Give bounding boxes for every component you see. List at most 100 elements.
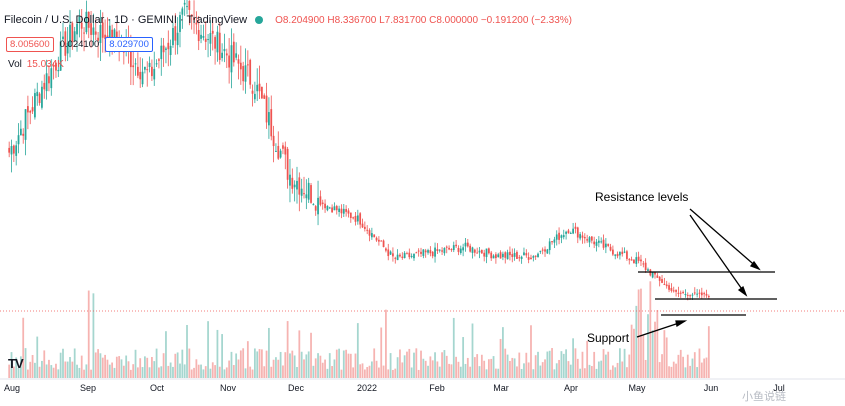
volume-bar <box>352 367 355 378</box>
volume-bar <box>181 349 184 378</box>
volume-bar <box>576 358 579 378</box>
resistance-arrowhead-1 <box>749 260 761 271</box>
volume-bar <box>347 353 350 378</box>
volume-bar <box>115 356 118 378</box>
candle-body <box>445 246 448 248</box>
volume-bar <box>614 367 617 378</box>
candle-body <box>12 145 15 154</box>
volume-bar <box>574 348 577 378</box>
candle-body <box>207 39 209 41</box>
volume-bar <box>76 364 78 378</box>
volume-bar <box>663 330 666 378</box>
volume-bar <box>92 293 95 378</box>
candle-body <box>221 52 223 59</box>
spread-value: 0.024100 <box>59 39 100 50</box>
volume-bar <box>569 364 572 378</box>
volume-bar <box>696 367 699 378</box>
volume-bar <box>619 348 621 378</box>
candle-body <box>331 207 333 213</box>
volume-bar <box>52 367 55 378</box>
volume-bar <box>314 358 317 378</box>
candle-body <box>626 251 628 259</box>
volume-bar <box>256 351 259 378</box>
candle-body <box>555 234 558 240</box>
x-tick-label: May <box>628 383 646 393</box>
volume-bar <box>370 361 373 378</box>
candle-body <box>242 66 245 82</box>
candle-body <box>630 259 633 261</box>
volume-bar <box>214 365 216 378</box>
candle-body <box>239 62 242 70</box>
volume-bar <box>97 349 99 378</box>
candle-body <box>485 248 488 258</box>
candle-body <box>590 236 593 241</box>
candle-body <box>101 22 104 38</box>
buy-button[interactable]: 8.029700 <box>105 37 153 52</box>
candle-body <box>99 24 102 44</box>
volume-bar <box>108 364 111 378</box>
candle-body <box>574 226 577 229</box>
candle-body <box>604 243 607 248</box>
volume-bar <box>434 352 436 378</box>
volume-bar <box>604 354 607 378</box>
candle-body <box>595 241 598 246</box>
volume-bar <box>270 366 273 378</box>
volume-bar <box>586 340 589 378</box>
volume-bar <box>478 366 481 378</box>
candle-body <box>59 41 62 71</box>
volume-bar <box>120 359 123 378</box>
volume-bar <box>324 359 326 378</box>
candle-body <box>50 68 53 89</box>
candle-body <box>24 109 27 140</box>
candle-body <box>160 45 163 60</box>
candle-body <box>326 205 329 211</box>
candle-body <box>513 252 516 257</box>
volume-bar <box>546 351 549 378</box>
volume-bar <box>174 353 177 378</box>
horizontal-levels[interactable] <box>638 271 777 316</box>
candle-body <box>520 256 523 260</box>
volume-bar <box>155 348 158 378</box>
candle-body <box>235 53 238 58</box>
volume-bar <box>195 359 198 378</box>
candle-body <box>291 177 294 189</box>
chart-title[interactable]: Filecoin / U.S. Dollar · 1D · GEMINI · T… <box>4 14 248 26</box>
arrows <box>636 208 761 338</box>
candle-body <box>661 279 663 283</box>
volume-bar <box>251 369 254 378</box>
candle-body <box>558 232 560 240</box>
volume-bar <box>244 368 247 378</box>
volume-bar <box>282 365 284 378</box>
volume-bar <box>59 352 62 378</box>
candle-body <box>41 86 43 108</box>
volume-bar <box>232 365 235 378</box>
volume-bar <box>111 362 114 378</box>
candle-body <box>340 208 343 214</box>
candle-body <box>677 292 680 294</box>
volume-bar <box>565 349 567 378</box>
volume-bar <box>590 366 593 378</box>
volume-bar <box>443 350 446 378</box>
volume-bar <box>118 356 121 378</box>
candle-body <box>612 249 614 255</box>
volume-bar <box>167 365 170 378</box>
sell-button[interactable]: 8.005600 <box>6 37 54 52</box>
candle-body <box>586 239 589 241</box>
volume-bar <box>572 338 574 378</box>
resistance-arrow-2 <box>689 214 747 296</box>
volume-bar <box>10 352 13 378</box>
volume-bar <box>675 363 677 378</box>
candle-body <box>237 59 240 64</box>
volume-bar <box>106 359 109 378</box>
volume-bar <box>293 355 296 378</box>
volume-bar <box>427 365 429 378</box>
tradingview-logo[interactable]: TV <box>8 356 24 371</box>
candle-body <box>682 291 684 293</box>
candle-body <box>361 223 364 228</box>
volume-bar <box>431 360 434 378</box>
chart-header: Filecoin / U.S. Dollar · 1D · GEMINI · T… <box>4 14 572 26</box>
volume-bar <box>261 349 263 378</box>
candle-body <box>504 252 507 258</box>
volume-bar <box>616 362 619 378</box>
volume-bar <box>286 321 289 378</box>
